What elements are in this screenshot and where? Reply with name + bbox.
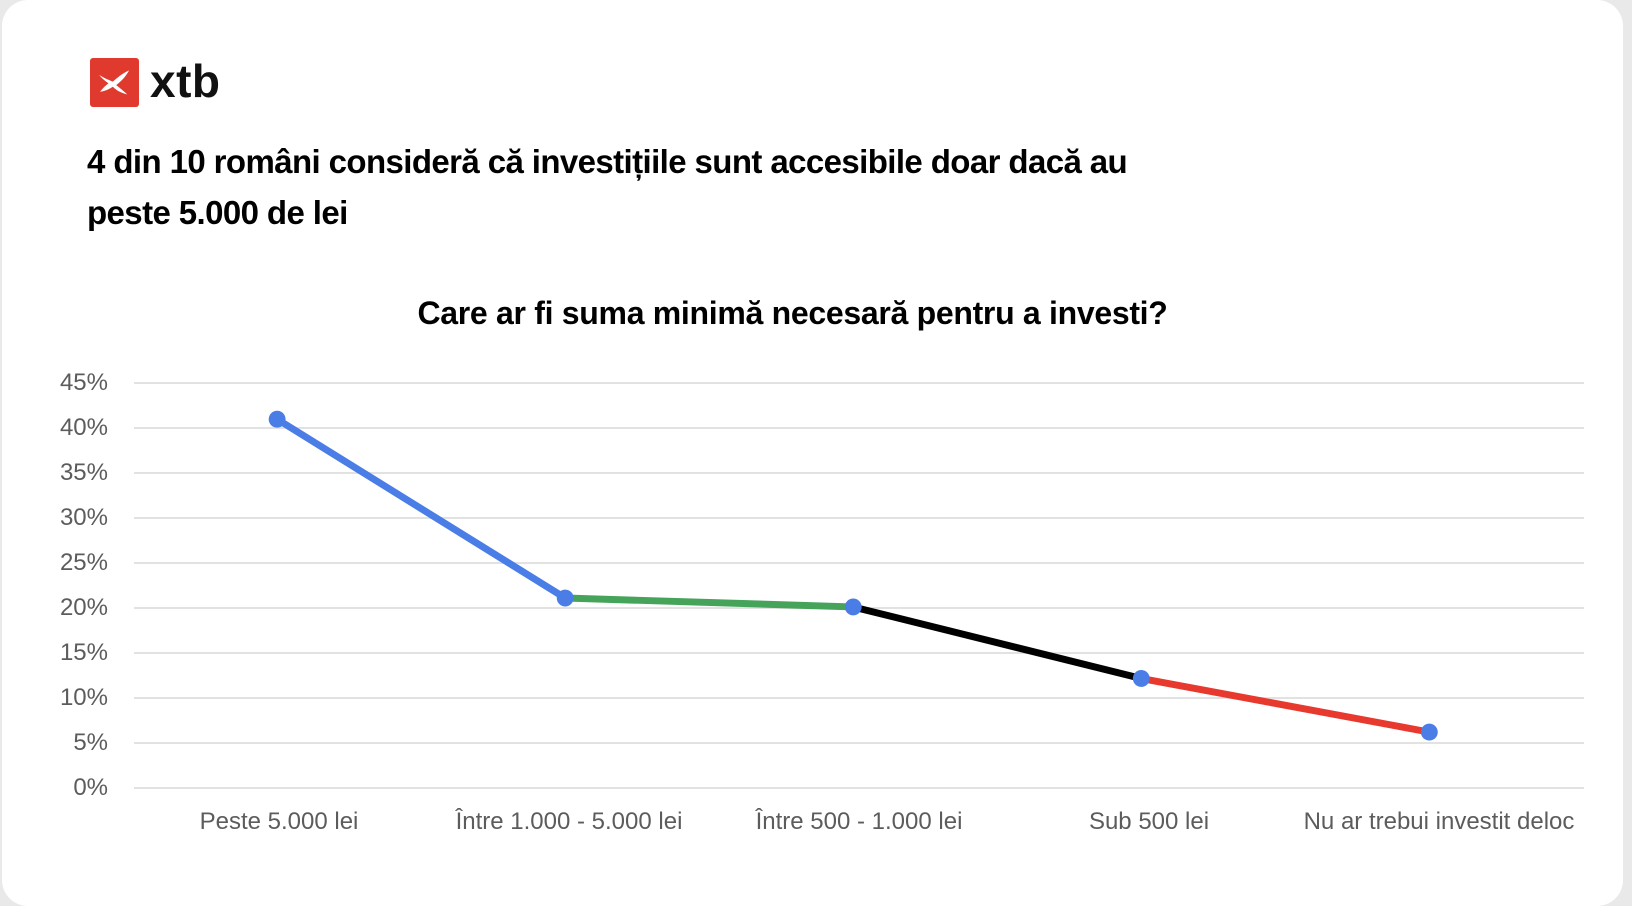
line-segment: [561, 594, 857, 611]
y-axis-tick-label: 15%: [59, 639, 108, 666]
gridline: [134, 787, 1584, 789]
gridline: [134, 382, 1584, 384]
y-axis-tick-label: 40%: [59, 414, 108, 441]
xtb-x-glyph: [99, 70, 130, 95]
headline-line-2: peste 5.000 de lei: [87, 194, 348, 231]
y-axis-tick-label: 0%: [73, 774, 108, 801]
headline-line-1: 4 din 10 români consideră că investițiil…: [87, 143, 1128, 180]
data-point: [844, 598, 862, 616]
brand-name: xtb: [150, 55, 221, 107]
x-axis-category-label: Sub 500 lei: [1088, 808, 1210, 835]
y-axis-tick-label: 20%: [59, 594, 108, 621]
x-axis-category-label: Între 500 - 1.000 lei: [755, 808, 963, 835]
gridline: [134, 427, 1584, 429]
gridline: [134, 652, 1584, 654]
data-point: [556, 589, 574, 607]
line-segment: [273, 415, 569, 602]
line-segment: [1137, 674, 1433, 736]
y-axis-tick-label: 30%: [59, 504, 108, 531]
xtb-logo-icon: [99, 70, 130, 95]
y-axis-tick-label: 25%: [59, 549, 108, 576]
y-axis-tick-label: 5%: [73, 729, 108, 756]
x-axis-category-label: Între 1.000 - 5.000 lei: [455, 808, 683, 835]
line-segment: [849, 603, 1145, 682]
xtb-logo: [90, 58, 139, 107]
data-point: [1420, 723, 1438, 741]
gridline: [134, 472, 1584, 474]
gridline: [134, 697, 1584, 699]
gridline: [134, 517, 1584, 519]
x-axis-category-label: Peste 5.000 lei: [199, 808, 359, 835]
y-axis-tick-label: 10%: [59, 684, 108, 711]
page-title: 4 din 10 români consideră că investițiil…: [87, 136, 1377, 238]
gridline: [134, 562, 1584, 564]
data-point: [1132, 670, 1150, 687]
y-axis-tick-label: 35%: [59, 459, 108, 486]
data-point: [268, 410, 286, 428]
gridline: [134, 742, 1584, 744]
y-axis-labels: 0% 5% 10% 15% 20% 25% 30% 35% 40% 45%: [2, 0, 108, 906]
y-axis-tick-label: 45%: [59, 369, 108, 396]
x-axis-category-label: Nu ar trebui investit deloc: [1303, 808, 1575, 835]
chart-title: Care ar fi suma minimă necesară pentru a…: [417, 295, 1168, 331]
